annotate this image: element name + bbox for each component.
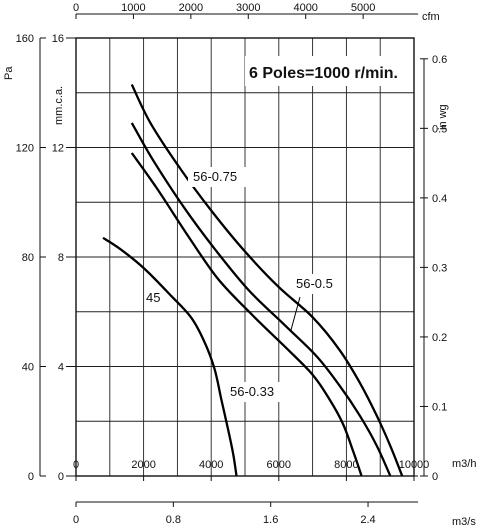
x-axis-tick-label: 2000 — [131, 459, 155, 471]
curve-label-56-0_5: 56-0.5 — [296, 276, 333, 291]
curve-label-56-0_75: 56-0.75 — [193, 169, 237, 184]
x2-axis-tick-label: 0.8 — [166, 514, 181, 526]
x-axis-tick-label: 8000 — [334, 459, 358, 471]
mm-axis-tick-label: 0 — [58, 471, 64, 483]
x2-axis-tick-label: 0 — [73, 514, 79, 526]
curve-56-0_75 — [130, 83, 404, 477]
x-axis-tick-label: 4000 — [199, 459, 223, 471]
curves — [102, 83, 404, 477]
x-axis-tick-label: 0 — [73, 459, 79, 471]
mm-axis-tick-label: 12 — [52, 143, 64, 155]
inwg-axis-tick-label: 0.5 — [432, 123, 447, 135]
x-axis-unit-m3h: m3/h — [452, 458, 476, 470]
y-axis-label-mmca: mm.c.a. — [53, 86, 65, 125]
top-axis-tick-label: 5000 — [351, 2, 375, 14]
x-axis-tick-label: 6000 — [267, 459, 291, 471]
curve-label-bg — [226, 382, 286, 402]
pa-axis-tick-label: 0 — [28, 471, 34, 483]
pa-axis-tick-label: 40 — [22, 362, 34, 374]
inwg-axis-tick-label: 0.1 — [432, 401, 447, 413]
top-axis-tick-label: 3000 — [236, 2, 260, 14]
x2-axis-tick-label: 1.6 — [263, 514, 278, 526]
top-axis-tick-label: 1000 — [121, 2, 145, 14]
curve-label-bg — [188, 167, 248, 187]
curve-label-leader — [290, 296, 301, 331]
curve-labels: 56-0.75 56-0.5 56-0.33 45 — [146, 167, 344, 402]
pa-axis-tick-label: 80 — [22, 252, 34, 264]
top-axis-unit: cfm — [422, 11, 440, 23]
chart-title: 6 Poles=1000 r/min. — [249, 65, 398, 82]
x-axis-tick-label: 10000 — [399, 459, 430, 471]
title-box — [245, 56, 413, 86]
mm-axis-tick-label: 8 — [58, 252, 64, 264]
mm-axis-tick-label: 16 — [52, 33, 64, 45]
curve-label-56-0_33: 56-0.33 — [230, 384, 274, 399]
x-axis-unit-m3s: m3/s — [452, 516, 476, 528]
top-axis-tick-label: 0 — [73, 2, 79, 14]
curve-label-45: 45 — [146, 290, 160, 305]
top-axis-tick-label: 2000 — [179, 2, 203, 14]
curve-45 — [102, 236, 238, 477]
inwg-axis-tick-label: 0.2 — [432, 332, 447, 344]
y-axis-label-inwg: in wg — [437, 104, 449, 130]
pa-axis-tick-label: 160 — [16, 33, 34, 45]
inwg-axis-tick-label: 0.6 — [432, 54, 447, 66]
mm-axis-tick-label: 4 — [58, 362, 64, 374]
grid — [75, 37, 415, 477]
curve-label-bg — [292, 274, 344, 294]
top-axis-tick-label: 4000 — [293, 2, 317, 14]
inwg-axis-tick-label: 0 — [432, 471, 438, 483]
x2-axis-tick-label: 2.4 — [360, 514, 375, 526]
pa-axis-tick-label: 120 — [16, 143, 34, 155]
curve-56-0_5 — [130, 122, 392, 477]
curve-56-0_33 — [130, 152, 363, 477]
y-axis-label-pa: Pa — [3, 66, 15, 80]
inwg-axis-tick-label: 0.4 — [432, 193, 447, 205]
inwg-axis-tick-label: 0.3 — [432, 262, 447, 274]
